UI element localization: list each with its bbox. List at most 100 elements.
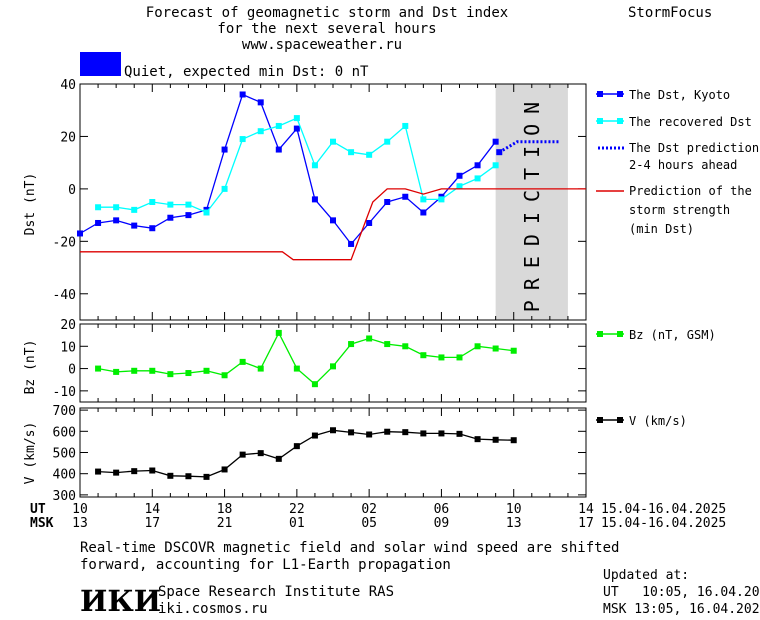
dst-series-0-point xyxy=(149,225,156,232)
bz-series-0-point xyxy=(474,343,481,350)
legend-v: V (km/s) xyxy=(596,414,687,428)
msk-tick-label: 09 xyxy=(434,516,450,531)
ut-tick-label: 06 xyxy=(434,502,450,517)
title-line-2: for the next several hours xyxy=(217,21,436,37)
legend-bz-marker xyxy=(597,331,603,337)
v-panel: 300 400 500 600 700 xyxy=(53,404,587,504)
dst-series-0-point xyxy=(456,172,463,179)
legend-storm-strength: Prediction of the storm strength (min Ds… xyxy=(596,184,752,236)
bz-series-0-point xyxy=(203,367,210,374)
legend-v-marker xyxy=(617,417,623,423)
dst-series-0-point xyxy=(77,230,83,237)
legend: The Dst, Kyoto The recovered Dst The Dst… xyxy=(596,88,759,428)
dst-series-4-line xyxy=(80,188,586,261)
dst-series-0-point xyxy=(221,146,228,153)
dst-series-2-point xyxy=(384,138,391,145)
v-series-0-point xyxy=(131,468,138,475)
legend-bz-marker xyxy=(617,331,623,337)
bz-y-tick-label: -10 xyxy=(53,385,76,400)
bz-series-0-point xyxy=(456,354,463,361)
v-y-tick-label: 300 xyxy=(53,489,76,504)
msk-tick-label: 13 xyxy=(506,516,522,531)
ut-tick-label: 14 xyxy=(144,502,160,517)
bz-series-0-point xyxy=(348,341,355,348)
dst-y-tick-label: -20 xyxy=(53,235,76,250)
dst-series-2-point xyxy=(185,201,192,208)
dst-panel: PREDICTION -40 -20 0 20 40 xyxy=(53,78,587,321)
legend-dst-kyoto: The Dst, Kyoto xyxy=(596,88,730,102)
msk-date-range: 15.04-16.04.2025 xyxy=(601,516,726,531)
dst-series-0-point xyxy=(348,240,355,247)
bz-series-0-point xyxy=(330,363,336,370)
v-series-0-point xyxy=(384,428,391,435)
bz-series-0-point xyxy=(149,367,156,374)
dst-series-2-point xyxy=(456,183,463,190)
legend-dst-recovered-label: The recovered Dst xyxy=(629,115,752,129)
legend-dst-prediction: The Dst prediction 2-4 hours ahead xyxy=(598,141,759,172)
ut-tick-label: 10 xyxy=(506,502,522,517)
dst-series-2-point xyxy=(203,209,210,216)
dst-series-2-point xyxy=(167,201,174,208)
dst-series-0-point xyxy=(275,146,282,153)
bz-axis-title: Bz (nT) xyxy=(23,340,38,395)
iki-logo: ИКИ xyxy=(80,584,161,618)
footer-note-line-2: forward, accounting for L1-Earth propaga… xyxy=(80,557,451,573)
dst-series-2-point xyxy=(149,199,156,205)
ut-tick-label: 02 xyxy=(361,502,377,517)
v-series-0-point xyxy=(348,429,355,436)
prediction-label: PREDICTION xyxy=(520,92,544,312)
bz-y-tick-label: 20 xyxy=(60,318,76,333)
legend-v-marker xyxy=(597,417,603,423)
legend-dst-recovered-marker xyxy=(617,118,623,124)
dst-series-0-point xyxy=(239,91,246,98)
v-series-0-point xyxy=(474,436,481,443)
msk-tick-label: 17 xyxy=(578,516,594,531)
msk-tick-label: 13 xyxy=(72,516,88,531)
dst-series-0-point xyxy=(366,219,373,226)
legend-bz-label: Bz (nT, GSM) xyxy=(629,328,716,342)
v-series-0-point xyxy=(185,473,192,480)
dst-series-0-point xyxy=(492,138,499,145)
dst-axis-title: Dst (nT) xyxy=(23,173,38,236)
dst-series-0-point xyxy=(113,217,120,224)
v-series-0-point xyxy=(239,451,246,458)
bz-series-0-point xyxy=(492,345,499,352)
dst-y-tick-label: 20 xyxy=(60,130,76,145)
dst-series-0-point xyxy=(402,193,409,200)
bz-series-0-point xyxy=(366,335,373,342)
legend-dst-kyoto-marker xyxy=(617,91,623,97)
dst-y-tick-label: 0 xyxy=(68,183,76,198)
dst-series-3-line xyxy=(498,140,559,154)
dst-series-2-point xyxy=(257,128,264,135)
dst-series-2-point xyxy=(113,204,120,211)
ut-tick-label: 10 xyxy=(72,502,88,517)
v-series-0-point xyxy=(149,467,156,474)
dst-series-0-point xyxy=(420,209,427,216)
bz-frame xyxy=(79,323,587,403)
ut-tick-label: 18 xyxy=(217,502,233,517)
msk-axis-label: MSK xyxy=(30,516,54,531)
dst-y-tick-label: -40 xyxy=(53,288,76,303)
dst-series-2-line xyxy=(98,117,496,214)
legend-dst-kyoto-marker xyxy=(597,91,603,97)
bz-panel: -10 0 10 20 xyxy=(53,318,587,403)
v-series-0-point xyxy=(366,431,373,438)
v-series-0-point xyxy=(95,468,102,475)
dst-series-0-point xyxy=(131,222,138,229)
v-series-0-point xyxy=(293,443,300,450)
bz-series-0-point xyxy=(167,371,174,378)
v-series-0-point xyxy=(420,430,427,437)
bz-series-0-point xyxy=(275,329,282,336)
site-url[interactable]: www.spaceweather.ru xyxy=(242,37,402,53)
v-series-0-point xyxy=(510,437,517,444)
bz-series-0-point xyxy=(95,365,102,372)
dst-series-2-point xyxy=(438,196,445,203)
dst-series-0-point xyxy=(311,196,318,203)
legend-storm-strength-label-3: (min Dst) xyxy=(629,222,694,236)
updated-label: Updated at: xyxy=(603,568,689,583)
institute-name: Space Research Institute RAS xyxy=(158,584,394,600)
institute-url[interactable]: iki.cosmos.ru xyxy=(158,601,268,617)
bz-series-0-point xyxy=(420,352,427,359)
dst-series-0-point xyxy=(330,217,336,224)
